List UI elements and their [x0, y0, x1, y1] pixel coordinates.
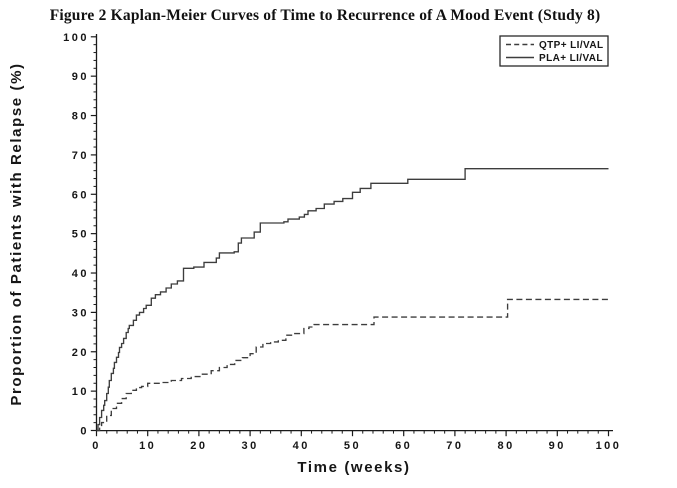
x-tick-label: 20 — [190, 440, 207, 452]
x-axis-title: Time (weeks) — [297, 459, 410, 476]
y-tick-label: 10 — [72, 386, 89, 398]
y-tick-label: 40 — [72, 268, 89, 280]
x-tick-label: 30 — [241, 440, 258, 452]
legend: QTP+ LI/VAL PLA+ LI/VAL — [499, 35, 609, 67]
y-axis-title: Proportion of Patients with Relapse (%) — [8, 62, 25, 405]
legend-label-pla: PLA+ LI/VAL — [539, 53, 603, 64]
y-tick-label: 90 — [72, 71, 89, 83]
x-tick-label: 10 — [139, 440, 156, 452]
x-tick-label: 90 — [549, 440, 566, 452]
y-tick-label: 50 — [72, 229, 89, 241]
y-tick-label: 0 — [80, 426, 89, 438]
y-tick-label: 70 — [72, 150, 89, 162]
legend-box — [499, 35, 609, 67]
figure-title: Figure 2 Kaplan-Meier Curves of Time to … — [49, 7, 601, 24]
y-tick-label: 20 — [72, 347, 89, 359]
km-curve-pla — [96, 168, 609, 432]
y-tick-label: 60 — [72, 189, 89, 201]
x-tick-label: 50 — [344, 440, 361, 452]
x-tick-label: 40 — [293, 440, 310, 452]
x-tick-label: 80 — [497, 440, 514, 452]
x-tick-label: 100 — [596, 440, 622, 452]
legend-label-qtp: QTP+ LI/VAL — [539, 40, 604, 51]
x-tick-label: 60 — [395, 440, 412, 452]
y-tick-label: 30 — [72, 307, 89, 319]
ticks-layer: 0 10 20 30 40 50 60 70 80 90 100 0 10 20 30 40 50 60 70 80 9… — [63, 32, 622, 452]
y-tick-label: 100 — [63, 32, 89, 44]
x-tick-label: 0 — [92, 440, 101, 452]
curves-layer — [96, 168, 609, 432]
y-tick-label: 80 — [72, 111, 89, 123]
km-curve-qtp — [96, 298, 609, 432]
x-tick-label: 70 — [446, 440, 463, 452]
